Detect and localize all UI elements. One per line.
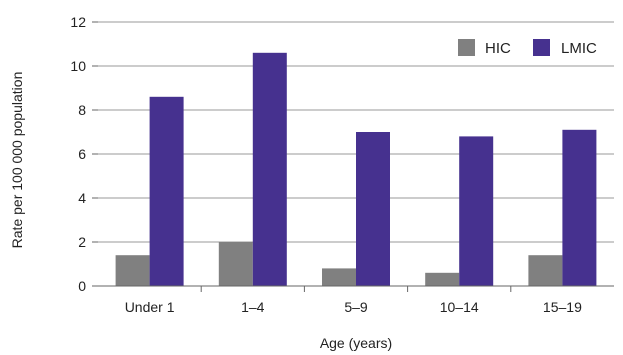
bar-lmic — [149, 96, 184, 286]
y-tick-label: 8 — [78, 102, 86, 118]
bar-hic — [322, 268, 356, 286]
bar-lmic — [459, 136, 494, 286]
y-tick-label: 0 — [78, 278, 86, 294]
x-tick-label: 10–14 — [440, 299, 479, 315]
legend: HIC LMIC — [458, 39, 597, 57]
y-axis-ticks: 0 2 4 6 8 10 12 — [70, 14, 98, 294]
legend-label-hic: HIC — [485, 40, 511, 57]
y-tick-label: 12 — [70, 14, 86, 30]
bar-lmic — [252, 52, 287, 286]
bar-lmic — [562, 129, 597, 286]
x-tick-label: 5–9 — [344, 299, 368, 315]
y-axis-title: Rate per 100 000 population — [9, 72, 25, 249]
x-tick-label: Under 1 — [125, 299, 175, 315]
legend-label-lmic: LMIC — [561, 40, 597, 57]
bar-hic — [425, 272, 460, 286]
y-tick-label: 2 — [78, 234, 86, 250]
x-axis-ticks: Under 1 1–4 5–9 10–14 15–19 — [125, 286, 582, 315]
bar-hic — [115, 255, 150, 286]
bar-lmic — [356, 132, 390, 286]
x-tick-label: 1–4 — [241, 299, 265, 315]
legend-swatch-lmic — [533, 39, 550, 56]
y-tick-label: 4 — [78, 190, 86, 206]
x-tick-label: 15–19 — [543, 299, 582, 315]
x-axis-title: Age (years) — [320, 335, 392, 351]
legend-swatch-hic — [458, 39, 475, 56]
bar-hic — [218, 242, 253, 286]
bar-hic — [528, 255, 563, 286]
y-tick-label: 10 — [70, 58, 86, 74]
bars — [115, 52, 597, 286]
y-tick-label: 6 — [78, 146, 86, 162]
